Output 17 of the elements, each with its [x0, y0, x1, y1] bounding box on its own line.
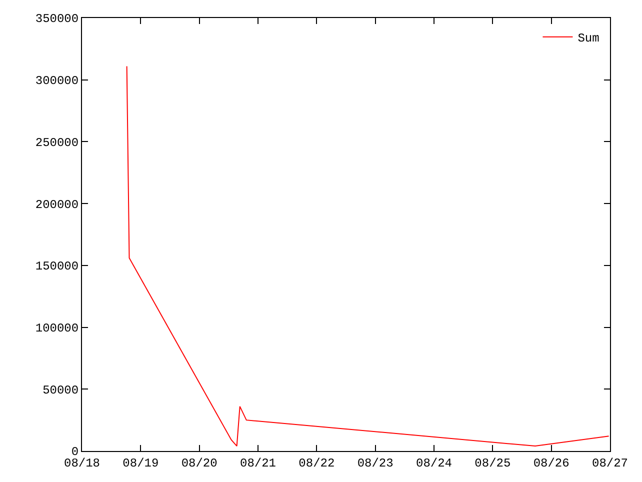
y-tick-label: 300000	[35, 74, 79, 88]
y-tick-label: 150000	[35, 260, 79, 274]
y-tick-label: 350000	[35, 12, 79, 26]
y-tick-label: 200000	[35, 198, 79, 212]
x-tick-label: 08/23	[357, 456, 394, 470]
x-tick-label: 08/24	[416, 456, 452, 470]
x-tick-label: 08/20	[181, 456, 218, 470]
x-tick-label: 08/27	[592, 456, 628, 470]
x-tick-label: 08/25	[474, 456, 511, 470]
x-tick-label: 08/22	[298, 456, 335, 470]
x-tick-label: 08/26	[533, 456, 570, 470]
legend-label: Sum	[578, 32, 600, 46]
x-tick-label: 08/21	[240, 456, 276, 470]
y-tick-label: 100000	[35, 321, 79, 336]
y-tick-label: 250000	[35, 136, 79, 150]
x-tick-label: 08/19	[122, 456, 159, 470]
y-tick-label: 50000	[42, 383, 79, 398]
